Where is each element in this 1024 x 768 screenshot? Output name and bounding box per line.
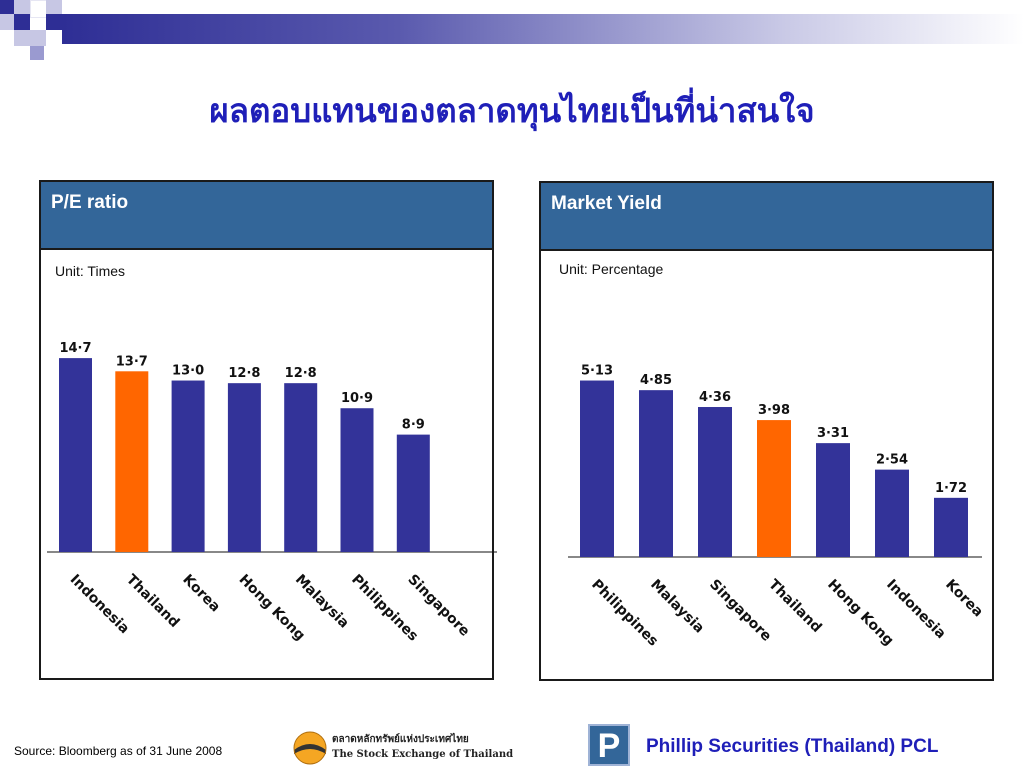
pe-bar bbox=[115, 371, 149, 552]
yield-data-label: 4·36 bbox=[699, 390, 731, 405]
yield-category-label: Singapore bbox=[706, 577, 774, 645]
deco-square bbox=[0, 0, 14, 14]
yield-data-label: 4·85 bbox=[640, 373, 672, 388]
market-yield-unit: Unit: Percentage bbox=[559, 261, 664, 277]
pe-ratio-unit: Unit: Times bbox=[55, 263, 126, 279]
yield-data-label: 2·54 bbox=[876, 453, 908, 468]
pe-data-label: 14·7 bbox=[59, 341, 91, 356]
pe-category-label: Thailand bbox=[123, 572, 182, 631]
deco-square bbox=[14, 30, 30, 46]
pe-data-label: 10·9 bbox=[341, 391, 373, 406]
phillip-logo-letter: P bbox=[597, 727, 621, 765]
deco-square bbox=[30, 30, 46, 46]
pe-data-label: 8·9 bbox=[402, 418, 425, 433]
deco-square bbox=[46, 14, 62, 30]
deco-square bbox=[30, 46, 44, 60]
header-gradient-bar bbox=[62, 14, 1024, 44]
set-logo-thai: ตลาดหลักทรัพย์แห่งประเทศไทย bbox=[332, 734, 469, 745]
set-logo: ตลาดหลักทรัพย์แห่งประเทศไทย The Stock Ex… bbox=[292, 730, 513, 766]
slide-title: ผลตอบแทนของตลาดทุนไทยเป็นที่น่าสนใจ bbox=[209, 91, 815, 130]
deco-square bbox=[14, 0, 30, 14]
yield-bar bbox=[875, 469, 909, 557]
deco-square bbox=[0, 14, 14, 30]
deco-square bbox=[14, 14, 30, 30]
company-name: Phillip Securities (Thailand) PCL bbox=[646, 736, 939, 757]
company-name-box: Phillip Securities (Thailand) PCL bbox=[640, 734, 1000, 760]
pe-ratio-title: P/E ratio bbox=[51, 192, 129, 213]
pe-data-label: 13·0 bbox=[172, 364, 204, 379]
header-decoration bbox=[0, 0, 1024, 60]
pe-data-label: 13·7 bbox=[116, 354, 148, 369]
market-yield-title: Market Yield bbox=[551, 193, 662, 214]
pe-bar bbox=[59, 358, 92, 552]
yield-category-label: Indonesia bbox=[883, 577, 949, 643]
pe-category-label: Malaysia bbox=[292, 572, 352, 632]
pe-data-label: 12·8 bbox=[228, 366, 260, 381]
yield-category-label: Malaysia bbox=[647, 577, 707, 637]
yield-bar bbox=[698, 407, 732, 557]
yield-data-label: 5·13 bbox=[581, 364, 613, 379]
yield-category-label: Korea bbox=[942, 577, 986, 621]
pe-bar bbox=[171, 380, 205, 552]
yield-bar bbox=[934, 497, 968, 557]
phillip-logo-icon: P bbox=[588, 724, 630, 766]
yield-data-label: 3·98 bbox=[758, 403, 790, 418]
yield-bar bbox=[816, 443, 850, 557]
pe-ratio-panel-header: P/E ratio bbox=[41, 182, 492, 250]
pe-category-label: Indonesia bbox=[67, 572, 133, 638]
yield-bar bbox=[639, 390, 673, 557]
yield-bar bbox=[580, 380, 614, 557]
set-logo-english: The Stock Exchange of Thailand bbox=[332, 749, 514, 760]
yield-data-label: 3·31 bbox=[817, 426, 849, 441]
set-emblem-icon bbox=[293, 731, 327, 765]
pe-bar bbox=[227, 383, 261, 552]
pe-data-label: 12·8 bbox=[285, 366, 317, 381]
yield-category-label: Thailand bbox=[765, 577, 824, 636]
market-yield-panel-header: Market Yield bbox=[541, 183, 992, 251]
yield-bar bbox=[757, 420, 791, 557]
yield-data-label: 1·72 bbox=[935, 481, 967, 496]
pe-category-label: Korea bbox=[179, 572, 223, 616]
pe-bar bbox=[284, 383, 318, 552]
pe-bar bbox=[396, 434, 430, 552]
source-note: Source: Bloomberg as of 31 June 2008 bbox=[14, 744, 223, 758]
pe-ratio-panel: P/E ratio Unit: Times bbox=[39, 180, 494, 680]
deco-square bbox=[46, 0, 62, 14]
pe-bar bbox=[340, 408, 374, 552]
